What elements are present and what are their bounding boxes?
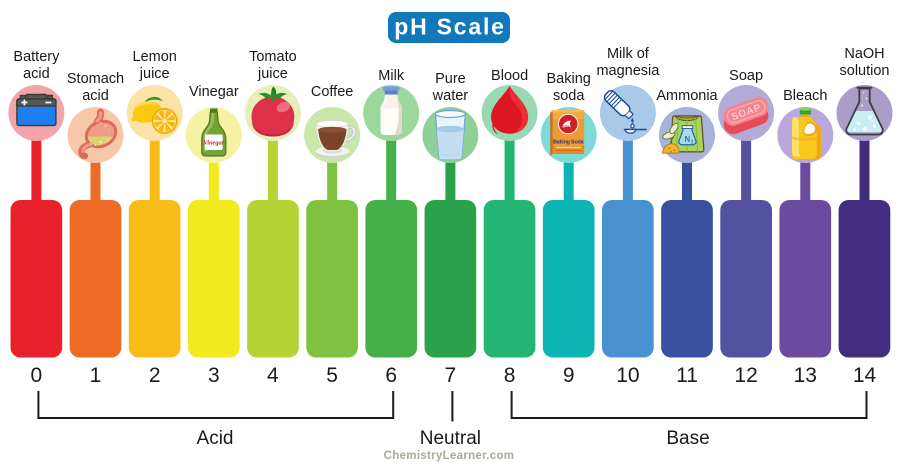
svg-text:1: 1 — [90, 364, 102, 387]
svg-text:Milk of: Milk of — [607, 46, 650, 62]
svg-text:Ammonia: Ammonia — [656, 88, 718, 104]
svg-text:ChemistryLearner.com: ChemistryLearner.com — [384, 450, 515, 462]
svg-text:N: N — [685, 135, 691, 144]
svg-text:acid: acid — [82, 88, 109, 104]
svg-text:Battery: Battery — [13, 49, 60, 65]
svg-text:NaOH: NaOH — [844, 46, 884, 62]
svg-text:6: 6 — [385, 364, 397, 387]
svg-text:12: 12 — [734, 364, 757, 387]
svg-text:Tomato: Tomato — [249, 49, 297, 65]
svg-text:soda: soda — [553, 88, 585, 104]
svg-text:4: 4 — [267, 364, 279, 387]
svg-text:Stomach: Stomach — [67, 71, 124, 87]
svg-text:magnesia: magnesia — [596, 63, 660, 79]
svg-text:Milk: Milk — [378, 68, 405, 84]
svg-text:Vinegar: Vinegar — [203, 140, 224, 147]
svg-text:3: 3 — [208, 364, 220, 387]
svg-text:acid: acid — [23, 66, 50, 82]
svg-text:Neutral: Neutral — [420, 428, 481, 449]
svg-text:11: 11 — [676, 364, 698, 387]
svg-text:7: 7 — [445, 364, 457, 387]
svg-text:14: 14 — [853, 364, 877, 387]
svg-text:Acid: Acid — [197, 428, 234, 449]
svg-text:water: water — [432, 88, 469, 104]
svg-text:0: 0 — [31, 364, 43, 387]
svg-text:solution: solution — [840, 63, 890, 79]
svg-text:pH Scale: pH Scale — [394, 14, 506, 40]
svg-text:5: 5 — [326, 364, 338, 387]
svg-text:Base: Base — [666, 428, 709, 449]
svg-text:Coffee: Coffee — [311, 84, 353, 100]
svg-text:Bleach: Bleach — [783, 88, 827, 104]
svg-text:8: 8 — [504, 364, 516, 387]
svg-text:Soap: Soap — [729, 68, 763, 84]
svg-text:juice: juice — [257, 66, 288, 82]
svg-text:Lemon: Lemon — [133, 49, 177, 65]
svg-text:Baking Soda: Baking Soda — [553, 140, 585, 146]
svg-text:2: 2 — [149, 364, 161, 387]
svg-text:juice: juice — [139, 66, 170, 82]
svg-text:9: 9 — [563, 364, 575, 387]
svg-text:Baking: Baking — [547, 71, 591, 87]
svg-text:13: 13 — [794, 364, 817, 387]
svg-text:Blood: Blood — [491, 68, 528, 84]
svg-text:10: 10 — [616, 364, 639, 387]
svg-text:2: 2 — [691, 140, 694, 146]
svg-text:Pure: Pure — [435, 71, 466, 87]
svg-text:Vinegar: Vinegar — [189, 84, 239, 100]
